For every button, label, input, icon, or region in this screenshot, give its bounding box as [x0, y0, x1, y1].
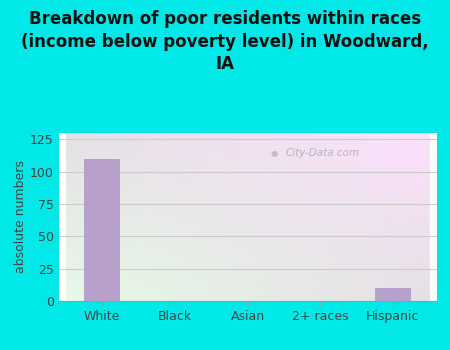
Bar: [84, 159, 120, 301]
Y-axis label: absolute numbers: absolute numbers: [14, 161, 27, 273]
Text: ●: ●: [270, 149, 278, 158]
Text: Breakdown of poor residents within races
(income below poverty level) in Woodwar: Breakdown of poor residents within races…: [21, 10, 429, 73]
Text: City-Data.com: City-Data.com: [285, 148, 360, 158]
Bar: [375, 288, 411, 301]
